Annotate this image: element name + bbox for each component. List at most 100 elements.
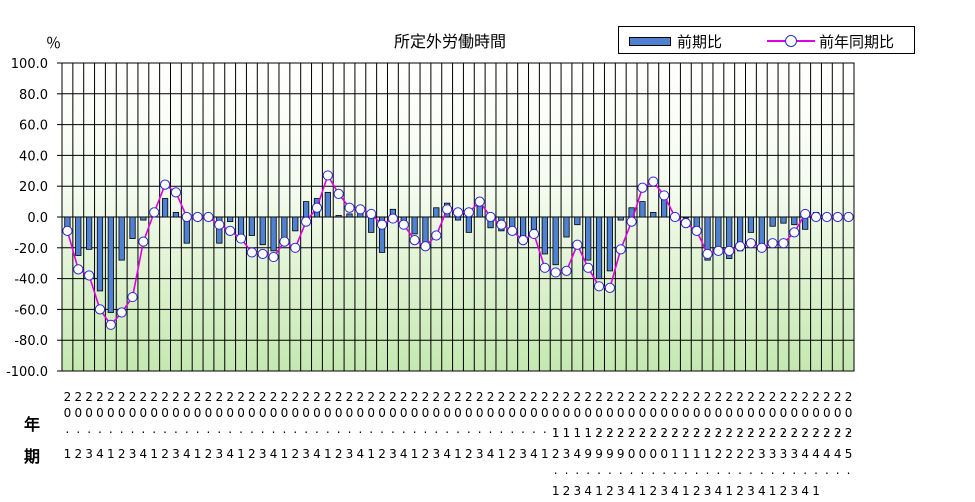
line-marker	[669, 211, 681, 223]
x-tick-label: 0	[639, 447, 647, 461]
line-marker	[322, 170, 333, 181]
x-tick-label: 0	[498, 406, 506, 420]
x-tick-label: 2	[291, 390, 299, 404]
x-tick-label: 2	[617, 426, 625, 440]
x-tick-label: 1	[237, 447, 245, 461]
x-tick-label: 2	[129, 390, 137, 404]
x-tick-label: .	[532, 422, 536, 436]
x-tick-label: 2	[649, 484, 657, 498]
x-tick-label: 0	[432, 406, 440, 420]
x-tick-label: 0	[281, 406, 289, 420]
x-tick-label: .	[630, 422, 634, 436]
x-tick-label: .	[782, 463, 786, 477]
x-tick-label: 0	[628, 447, 636, 461]
x-tick-label: 0	[682, 406, 690, 420]
x-tick-label: 4	[183, 447, 191, 461]
x-tick-label: 0	[704, 406, 712, 420]
line-marker	[203, 211, 214, 223]
x-tick-label: 2	[606, 426, 614, 440]
line-marker	[366, 208, 377, 220]
x-tick-label: 2	[508, 390, 516, 404]
x-tick-label: 2	[248, 390, 256, 404]
x-tick-label: 2	[259, 390, 267, 404]
x-tick-label: .	[217, 422, 221, 436]
x-tick-label: 1	[574, 426, 582, 440]
x-tick-label: 4	[671, 484, 679, 498]
bar	[227, 216, 234, 223]
x-tick-label: 4	[357, 447, 365, 461]
bar	[465, 216, 472, 233]
x-tick-label: 2	[378, 447, 386, 461]
x-tick-label: 3	[769, 447, 777, 461]
bar	[726, 216, 733, 259]
x-tick-label: 2	[324, 390, 332, 404]
x-tick-label: 0	[725, 406, 733, 420]
bar	[574, 216, 581, 226]
x-tick-label: .	[716, 463, 720, 477]
x-tick-label: 0	[335, 406, 343, 420]
x-tick-label: 1	[281, 447, 289, 461]
x-tick-label: 3	[519, 447, 527, 461]
bar	[769, 216, 776, 227]
line-marker	[734, 241, 746, 252]
x-tick-label: 0	[367, 406, 375, 420]
x-tick-label: 0	[736, 406, 744, 420]
x-tick-label: 2	[96, 390, 104, 404]
x-tick-label: .	[803, 463, 807, 477]
chart-title: 所定外労働時間	[394, 32, 506, 51]
x-tick-label: 2	[85, 390, 93, 404]
x-tick-label: .	[402, 422, 406, 436]
x-tick-label: 2	[780, 426, 788, 440]
x-tick-label: 2	[812, 390, 820, 404]
x-tick-label: 0	[161, 406, 169, 420]
x-tick-label: 2	[422, 447, 430, 461]
x-tick-label: 1	[682, 484, 690, 498]
x-tick-label: 2	[335, 447, 343, 461]
x-tick-label: 4	[584, 484, 592, 498]
line-marker	[702, 248, 713, 260]
x-tick-label: 0	[205, 406, 213, 420]
x-tick-label: 0	[574, 406, 582, 420]
x-tick-label: 5	[845, 447, 853, 461]
x-tick-label: 0	[628, 406, 636, 420]
x-tick-label: 0	[346, 406, 354, 420]
x-tick-label: 2	[736, 484, 744, 498]
x-tick-label: 2	[780, 390, 788, 404]
x-tick-label: .	[163, 422, 167, 436]
line-marker	[626, 216, 637, 227]
x-tick-label: 3	[215, 447, 223, 461]
x-tick-label: .	[391, 422, 395, 436]
x-tick-label: 2	[118, 390, 126, 404]
line-marker	[214, 219, 225, 230]
x-tick-label: 0	[248, 406, 256, 420]
line-marker	[355, 204, 366, 215]
x-tick-label: .	[608, 422, 612, 436]
x-tick-label: .	[174, 422, 178, 436]
x-tick-label: 2	[845, 390, 853, 404]
line-marker	[149, 207, 160, 218]
x-tick-label: 0	[378, 406, 386, 420]
legend-line-swatch	[767, 35, 815, 47]
x-tick-label: .	[554, 422, 558, 436]
x-tick-label: .	[684, 463, 688, 477]
x-tick-label: .	[554, 463, 558, 477]
x-tick-label: 2	[693, 426, 701, 440]
x-tick-label: .	[836, 463, 840, 477]
x-tick-label: 2	[357, 390, 365, 404]
x-tick-label: 1	[595, 484, 603, 498]
x-tick-label: 0	[541, 406, 549, 420]
x-tick-label: 2	[487, 390, 495, 404]
x-tick-label: 3	[389, 447, 397, 461]
x-tick-label: 2	[617, 390, 625, 404]
line-marker	[485, 211, 496, 223]
bar	[302, 201, 310, 218]
bar	[682, 216, 689, 219]
x-tick-label: .	[565, 463, 569, 477]
y-tick-label: 60.0	[19, 119, 48, 134]
x-tick-label: .	[597, 463, 601, 477]
x-tick-label: .	[434, 422, 438, 436]
x-tick-label: .	[185, 422, 189, 436]
line-marker	[550, 267, 561, 278]
bar	[118, 216, 125, 261]
legend-item-line: 前年同期比	[767, 31, 894, 51]
